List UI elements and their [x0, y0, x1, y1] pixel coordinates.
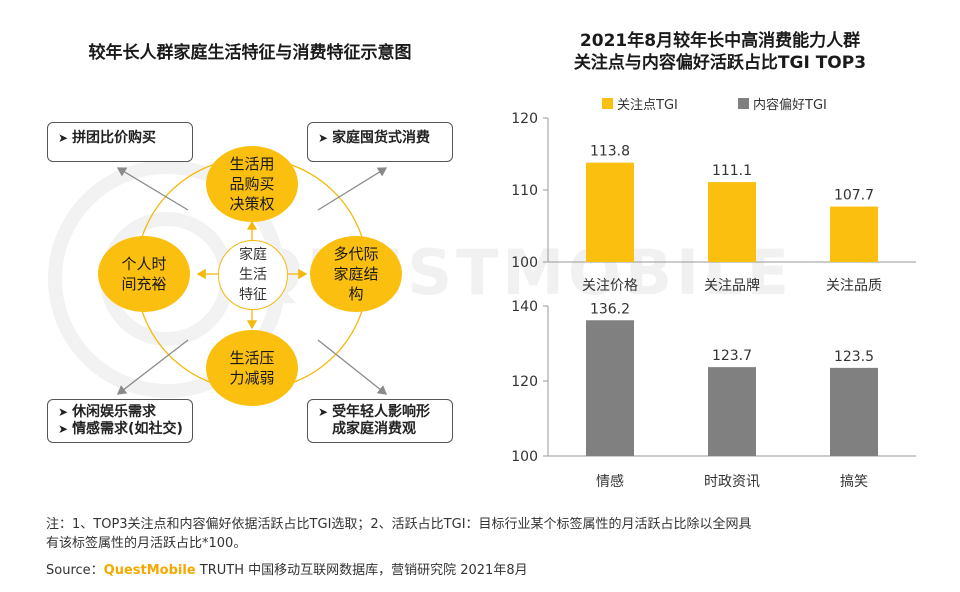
box-top-left: ➤ 拼团比价购买	[47, 122, 193, 162]
diagram-title: 较年长人群家庭生活特征与消费特征示意图	[88, 43, 412, 63]
node-right-label: 多代际 家庭结 构	[333, 245, 379, 303]
box-bottom-right: ➤ 受年轻人影响形 成家庭消费观	[307, 399, 453, 443]
node-left-label: 个人时 间充裕	[121, 255, 167, 293]
footnote: 注：1、TOP3关注点和内容偏好依据活跃占比TGI选取；2、活跃占比TGI：目标…	[46, 515, 926, 553]
node-bottom-label: 生活压 力减弱	[229, 349, 275, 387]
legend-label-content: 内容偏好TGI	[753, 98, 827, 113]
arrow-to-top-left	[116, 167, 189, 211]
node-top: 生活用 品购买 决策权	[206, 146, 298, 222]
y-tick-label: 120	[511, 374, 538, 390]
y-tick-label: 120	[511, 111, 538, 127]
box-bottom-left: ➤ 休闲娱乐需求 ➤ 情感需求(如社交)	[47, 399, 193, 443]
box-top-right-line1: 家庭囤货式消费	[332, 130, 431, 146]
box-top-right: ➤ 家庭囤货式消费	[307, 122, 453, 162]
bullet-arrow-icon: ➤	[318, 405, 329, 419]
data-label: 113.8	[590, 144, 630, 160]
center-node: 家庭 生活 特征	[218, 240, 288, 310]
box-top-left-line1: 拼团比价购买	[72, 130, 157, 146]
category-label: 关注品牌	[704, 277, 760, 294]
source-prefix: Source：	[46, 563, 104, 578]
y-tick-label: 110	[511, 183, 538, 199]
node-top-label: 生活用 品购买 决策权	[229, 155, 275, 213]
legend-item-attention: 关注点TGI	[602, 94, 678, 113]
category-label: 关注品质	[826, 278, 882, 294]
arrow-to-bottom-right	[317, 339, 388, 395]
bullet-arrow-icon: ➤	[58, 405, 69, 419]
chart-title-line1: 2021年8月较年长中高消费能力人群	[579, 31, 861, 51]
arrow-to-bottom-left	[116, 339, 189, 395]
bar	[830, 206, 878, 262]
legend-swatch-yellow	[602, 98, 613, 109]
arrow-to-top-right	[317, 167, 388, 211]
chart-title: 2021年8月较年长中高消费能力人群 关注点与内容偏好活跃占比TGI TOP3	[520, 30, 920, 74]
category-label: 时政资讯	[704, 474, 760, 490]
box-bottom-left-line2: 情感需求(如社交)	[72, 421, 183, 437]
node-right: 多代际 家庭结 构	[310, 236, 402, 312]
legend-item-content: 内容偏好TGI	[738, 94, 827, 113]
source-brand: QuestMobile	[103, 563, 196, 578]
bar	[586, 162, 634, 262]
box-bottom-left-line1: 休闲娱乐需求	[72, 404, 157, 420]
data-label: 123.5	[834, 349, 874, 365]
y-tick-label: 100	[511, 449, 538, 465]
bar	[586, 320, 634, 456]
category-label: 搞笑	[840, 474, 868, 490]
source-line: Source：QuestMobile TRUTH 中国移动互联网数据库，营销研究…	[46, 559, 528, 578]
data-label: 111.1	[712, 163, 752, 179]
legend-swatch-gray	[738, 98, 749, 109]
data-label: 107.7	[834, 188, 874, 204]
bullet-arrow-icon: ➤	[58, 422, 69, 436]
y-tick-label: 100	[511, 255, 538, 271]
node-left: 个人时 间充裕	[98, 236, 190, 312]
data-label: 136.2	[590, 301, 630, 317]
category-label: 情感	[596, 473, 624, 490]
node-bottom: 生活压 力减弱	[206, 330, 298, 406]
data-label: 123.7	[712, 348, 752, 364]
source-rest: TRUTH 中国移动互联网数据库，营销研究院 2021年8月	[195, 563, 528, 578]
footnote-line2: 有该标签属性的月活跃占比*100。	[46, 536, 247, 551]
box-bottom-right-text: 受年轻人影响形 成家庭消费观	[332, 404, 431, 437]
legend-label-attention: 关注点TGI	[617, 98, 678, 113]
bar	[708, 182, 756, 262]
bar	[708, 367, 756, 456]
chart-title-line2: 关注点与内容偏好活跃占比TGI TOP3	[573, 53, 867, 73]
bar-charts: 100 110 120 113.8 关注价格 111.1 关注品牌 107.7 关注品质 100 1…	[511, 111, 916, 490]
bullet-arrow-icon: ➤	[318, 131, 329, 145]
center-node-label: 家庭 生活 特征	[239, 247, 267, 303]
category-label: 关注价格	[582, 278, 638, 294]
footnote-line1: 注：1、TOP3关注点和内容偏好依据活跃占比TGI选取；2、活跃占比TGI：目标…	[46, 517, 752, 532]
bullet-arrow-icon: ➤	[58, 131, 69, 145]
bar	[830, 367, 878, 456]
y-tick-label: 140	[511, 299, 538, 315]
